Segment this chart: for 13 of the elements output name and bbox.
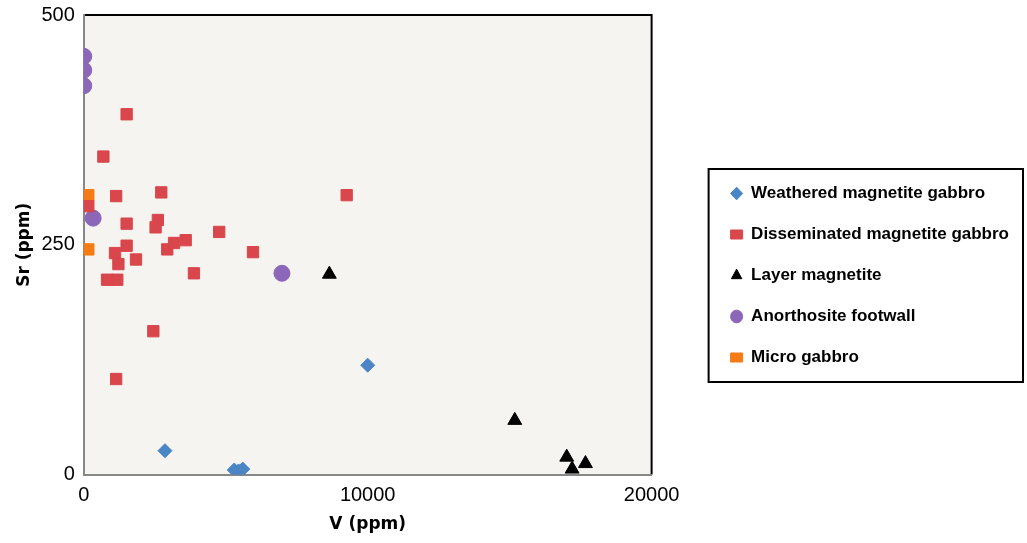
- y-tick-label: 0: [63, 462, 75, 485]
- x-axis-title: V (ppm): [329, 513, 407, 534]
- legend-label: Layer magnetite: [751, 265, 882, 285]
- x-tick-label: 10000: [339, 483, 396, 506]
- x-tick-label: 20000: [623, 483, 680, 506]
- legend-label: Disseminated magnetite gabbro: [751, 224, 1009, 244]
- legend-label: Weathered magnetite gabbro: [751, 183, 986, 203]
- y-tick-label: 500: [41, 2, 75, 25]
- y-axis-title: Sr (ppm): [12, 202, 33, 287]
- y-tick-label: 250: [41, 232, 75, 255]
- x-tick-label: 0: [78, 483, 90, 506]
- legend-label: Micro gabbro: [751, 347, 859, 367]
- legend-label: Anorthosite footwall: [751, 306, 916, 326]
